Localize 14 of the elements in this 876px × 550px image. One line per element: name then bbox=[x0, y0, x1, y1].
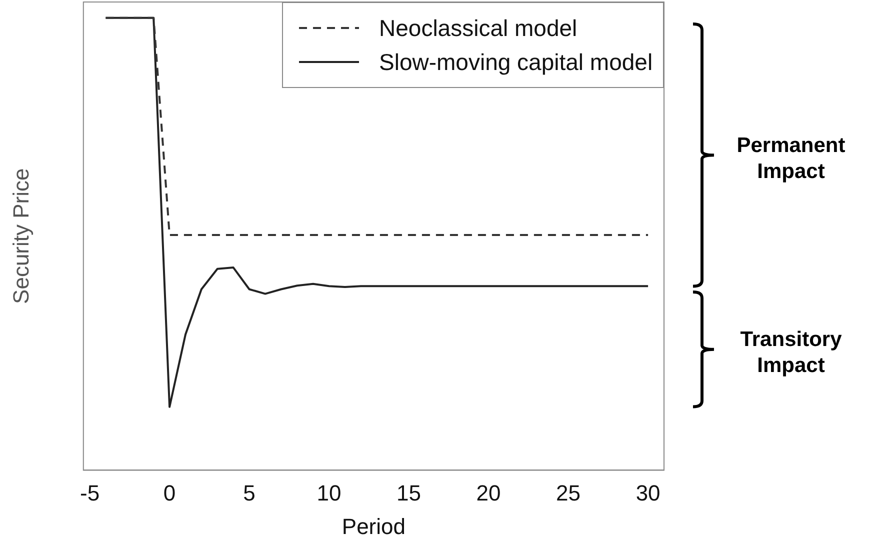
x-tick-label: 0 bbox=[163, 480, 176, 506]
x-axis-title: Period bbox=[342, 514, 406, 539]
text: Permanent Impact bbox=[736, 132, 846, 185]
x-tick-label: 10 bbox=[316, 480, 342, 506]
x-tick-label: 15 bbox=[396, 480, 422, 506]
text: Transitory Impact bbox=[739, 327, 843, 380]
x-tick-label: 20 bbox=[476, 480, 501, 506]
x-tick-label: 30 bbox=[636, 480, 660, 506]
x-tick-label: -5 bbox=[80, 480, 100, 506]
legend-label: Slow-moving capital model bbox=[379, 48, 653, 77]
x-tick-label: 5 bbox=[243, 480, 256, 506]
legend-label: Neoclassical model bbox=[379, 14, 578, 43]
x-tick-label: 25 bbox=[556, 480, 581, 506]
y-axis-title: Security Price bbox=[8, 168, 34, 304]
